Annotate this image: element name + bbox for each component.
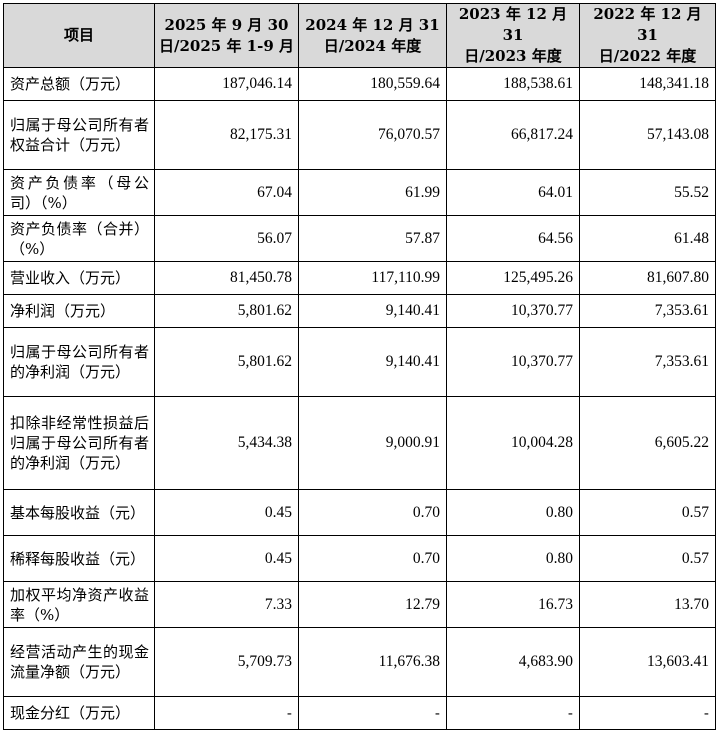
table-row: 归属于母公司所有者的净利润（万元） 5,801.62 9,140.41 10,3… [3, 327, 716, 397]
row-label: 扣除非经常性损益后归属于母公司所有者的净利润（万元） [3, 396, 155, 490]
cell-value: 0.70 [298, 535, 447, 582]
table-row: 稀释每股收益（元） 0.45 0.70 0.80 0.57 [3, 535, 716, 582]
table-row: 资产总额（万元） 187,046.14 180,559.64 188,538.6… [3, 67, 716, 101]
header-2023: 2023 年 12 月 31 日/2023 年度 [446, 3, 580, 68]
cell-value: 7.33 [154, 581, 299, 628]
cell-value: 6,605.22 [579, 396, 716, 490]
cell-value: 5,434.38 [154, 396, 299, 490]
cell-value: 0.57 [579, 489, 716, 536]
row-label: 现金分红（万元） [3, 696, 155, 730]
cell-value: 67.04 [154, 169, 299, 216]
table-row: 基本每股收益（元） 0.45 0.70 0.80 0.57 [3, 489, 716, 536]
row-label: 归属于母公司所有者的净利润（万元） [3, 327, 155, 397]
header-2025: 2025 年 9 月 30 日/2025 年 1-9 月 [154, 3, 299, 68]
cell-value: 13.70 [579, 581, 716, 628]
cell-value: 0.57 [579, 535, 716, 582]
cell-value: 0.70 [298, 489, 447, 536]
cell-value: 188,538.61 [446, 67, 580, 101]
cell-value: 0.80 [446, 489, 580, 536]
cell-value: 11,676.38 [298, 627, 447, 697]
row-label: 资产总额（万元） [3, 67, 155, 101]
cell-value: 10,370.77 [446, 327, 580, 397]
row-label: 经营活动产生的现金流量净额（万元） [3, 627, 155, 697]
row-label: 归属于母公司所有者权益合计（万元） [3, 100, 155, 170]
financial-summary-table: 项目 2025 年 9 月 30 日/2025 年 1-9 月 2024 年 12… [3, 3, 716, 730]
table-row: 资产负债率（母公司）（%） 67.04 61.99 64.01 55.52 [3, 169, 716, 216]
table-row: 扣除非经常性损益后归属于母公司所有者的净利润（万元） 5,434.38 9,00… [3, 396, 716, 490]
cell-value: 0.80 [446, 535, 580, 582]
row-label: 净利润（万元） [3, 294, 155, 328]
cell-value: 16.73 [446, 581, 580, 628]
table-row: 营业收入（万元） 81,450.78 117,110.99 125,495.26… [3, 261, 716, 295]
header-row: 项目 2025 年 9 月 30 日/2025 年 1-9 月 2024 年 12… [3, 3, 716, 68]
table-row: 净利润（万元） 5,801.62 9,140.41 10,370.77 7,35… [3, 294, 716, 328]
cell-value: 0.45 [154, 489, 299, 536]
cell-value: 117,110.99 [298, 261, 447, 295]
cell-value: 81,607.80 [579, 261, 716, 295]
cell-value: 187,046.14 [154, 67, 299, 101]
cell-value: 57,143.08 [579, 100, 716, 170]
cell-value: 148,341.18 [579, 67, 716, 101]
cell-value: 10,004.28 [446, 396, 580, 490]
cell-value: 7,353.61 [579, 327, 716, 397]
row-label: 稀释每股收益（元） [3, 535, 155, 582]
cell-value: 5,801.62 [154, 294, 299, 328]
header-item: 项目 [3, 3, 155, 68]
row-label: 资产负债率（合并）（%） [3, 215, 155, 262]
row-label: 基本每股收益（元） [3, 489, 155, 536]
header-2022: 2022 年 12 月 31 日/2022 年度 [579, 3, 716, 68]
cell-value: 82,175.31 [154, 100, 299, 170]
cell-value: 9,140.41 [298, 294, 447, 328]
cell-value: 61.99 [298, 169, 447, 216]
table-row: 资产负债率（合并）（%） 56.07 57.87 64.56 61.48 [3, 215, 716, 262]
cell-value: 56.07 [154, 215, 299, 262]
table-row: 归属于母公司所有者权益合计（万元） 82,175.31 76,070.57 66… [3, 100, 716, 170]
row-label: 营业收入（万元） [3, 261, 155, 295]
financial-table-wrapper: 项目 2025 年 9 月 30 日/2025 年 1-9 月 2024 年 12… [3, 3, 716, 730]
cell-value: 66,817.24 [446, 100, 580, 170]
cell-value: 5,801.62 [154, 327, 299, 397]
cell-value: 13,603.41 [579, 627, 716, 697]
cell-value: - [579, 696, 716, 730]
header-2024: 2024 年 12 月 31 日/2024 年度 [298, 3, 447, 68]
table-row: 现金分红（万元） - - - - [3, 696, 716, 730]
cell-value: 57.87 [298, 215, 447, 262]
cell-value: 9,140.41 [298, 327, 447, 397]
table-row: 加权平均净资产收益率（%） 7.33 12.79 16.73 13.70 [3, 581, 716, 628]
cell-value: - [446, 696, 580, 730]
cell-value: 12.79 [298, 581, 447, 628]
cell-value: 55.52 [579, 169, 716, 216]
cell-value: 64.56 [446, 215, 580, 262]
row-label: 资产负债率（母公司）（%） [3, 169, 155, 216]
cell-value: 76,070.57 [298, 100, 447, 170]
cell-value: 64.01 [446, 169, 580, 216]
cell-value: 4,683.90 [446, 627, 580, 697]
cell-value: 61.48 [579, 215, 716, 262]
cell-value: 7,353.61 [579, 294, 716, 328]
row-label: 加权平均净资产收益率（%） [3, 581, 155, 628]
table-row: 经营活动产生的现金流量净额（万元） 5,709.73 11,676.38 4,6… [3, 627, 716, 697]
cell-value: 180,559.64 [298, 67, 447, 101]
cell-value: 0.45 [154, 535, 299, 582]
cell-value: 5,709.73 [154, 627, 299, 697]
cell-value: - [298, 696, 447, 730]
cell-value: 10,370.77 [446, 294, 580, 328]
cell-value: 125,495.26 [446, 261, 580, 295]
cell-value: 9,000.91 [298, 396, 447, 490]
cell-value: 81,450.78 [154, 261, 299, 295]
